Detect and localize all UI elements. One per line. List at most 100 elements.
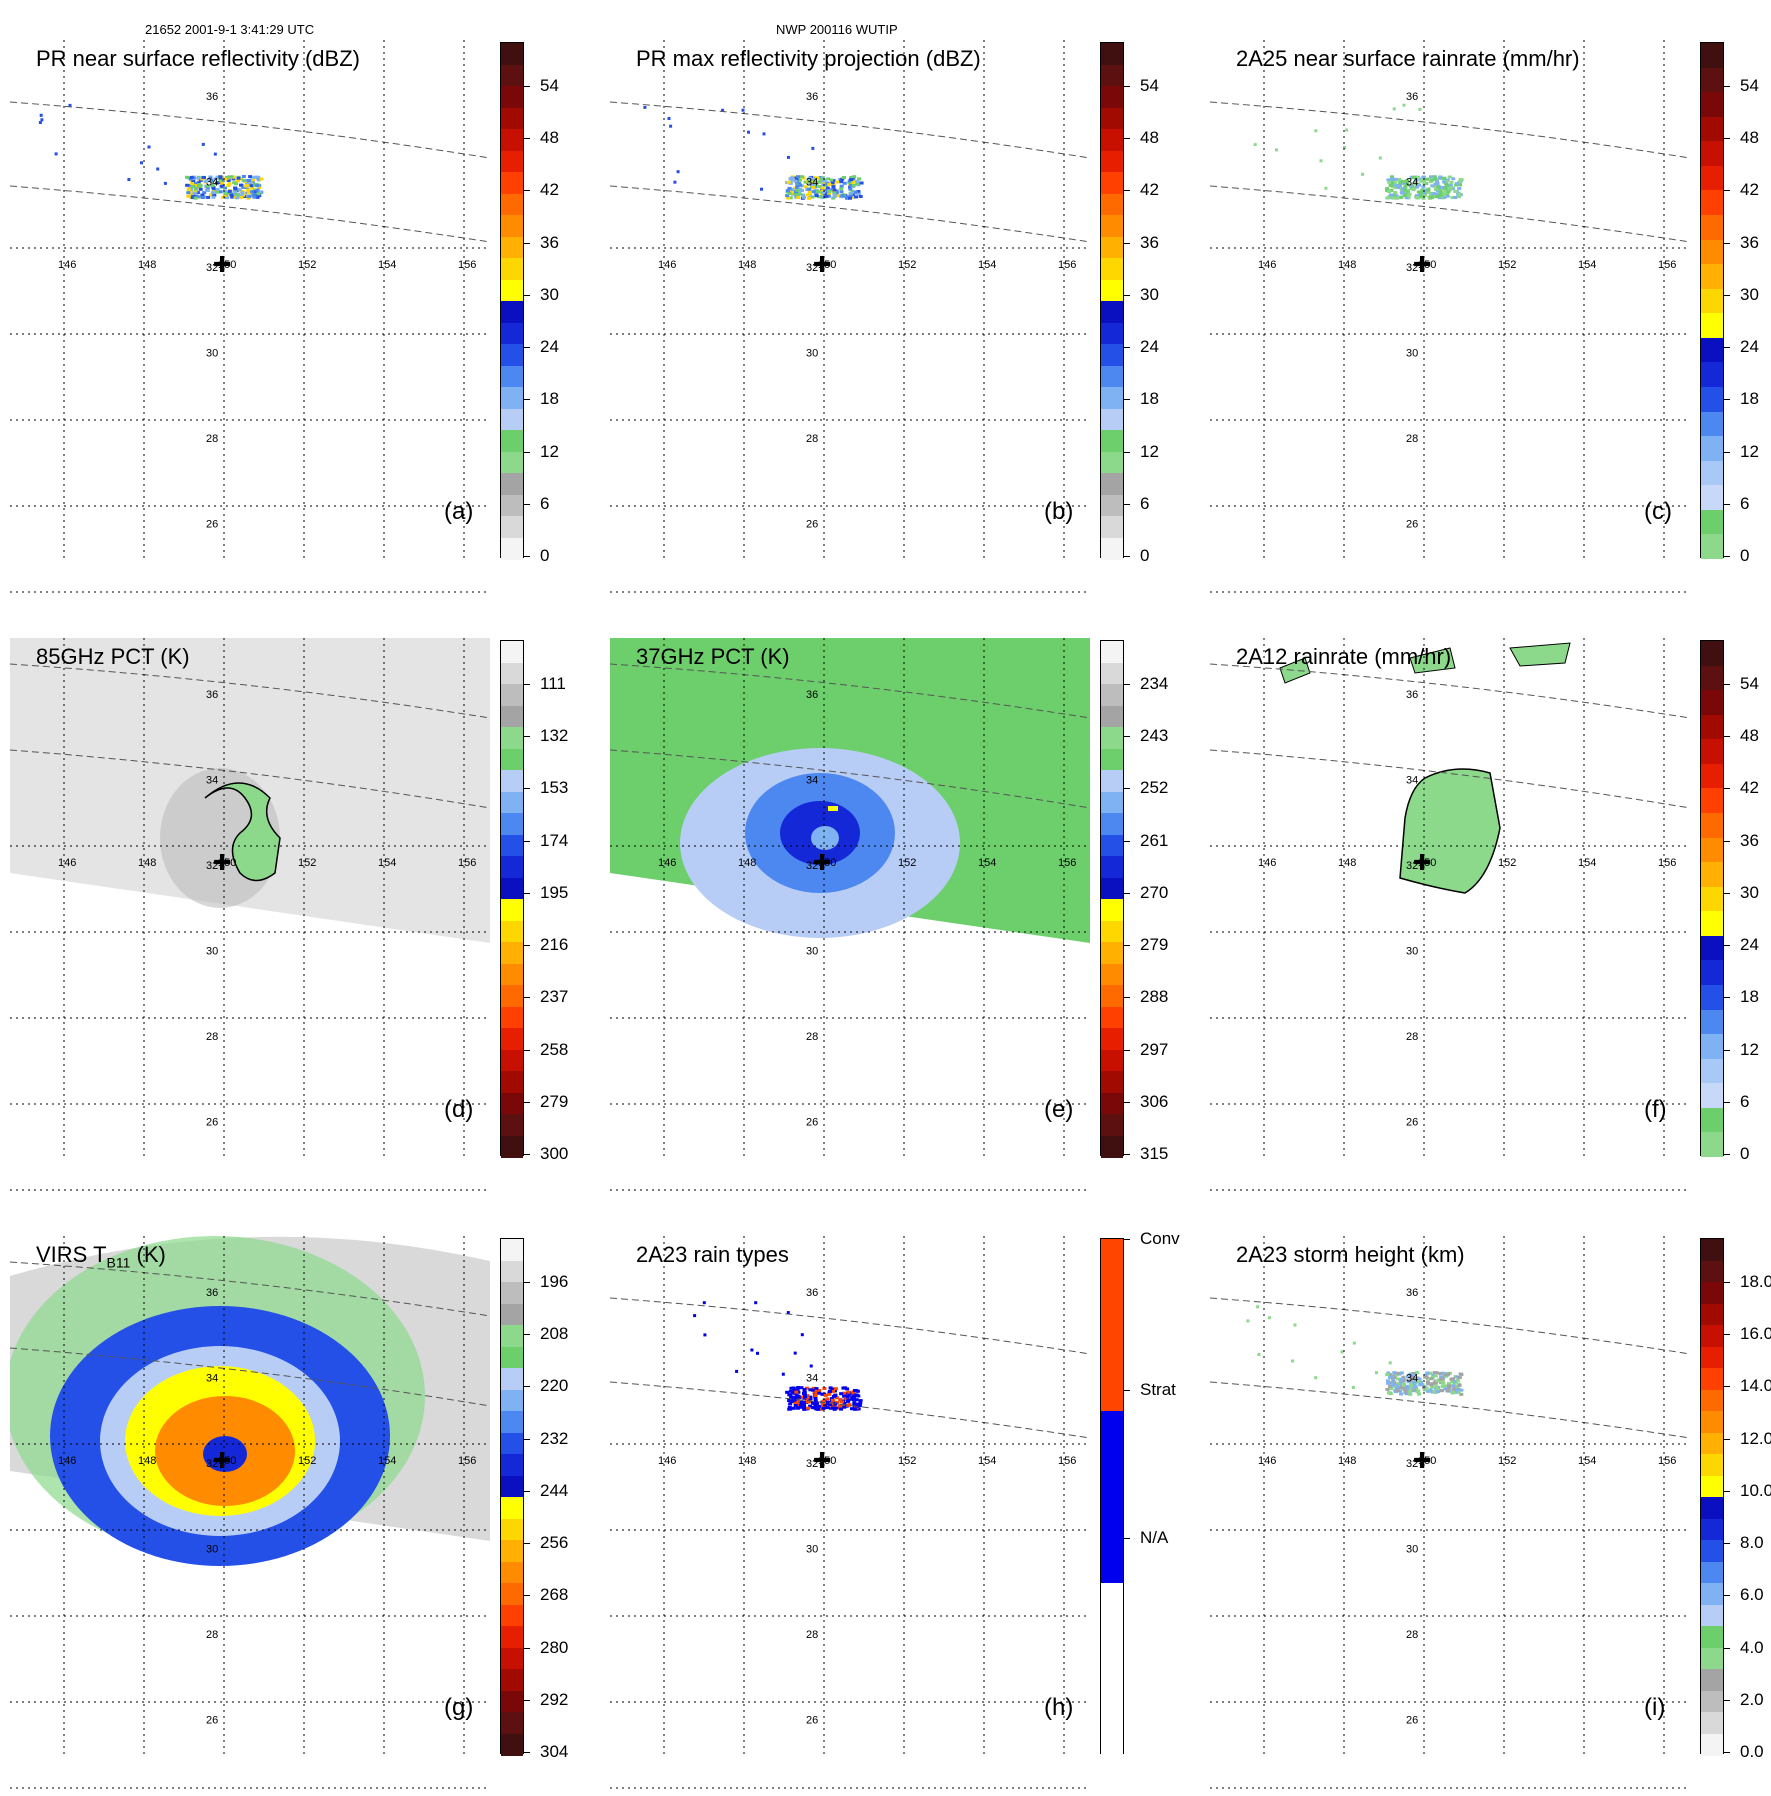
colorbar-segment [1101, 365, 1123, 388]
lon-label: 150 [818, 1455, 836, 1467]
swath-image [10, 1236, 490, 1566]
panel-b: 146 148 150 152 154 156 36 34 32 30 28 26 ✚ PR max re… [610, 40, 1170, 600]
colorbar-tick-label: 18 [1740, 389, 1759, 409]
panel-title: PR near surface reflectivity (dBZ) [36, 46, 360, 71]
colorbar-tick-label: 300 [540, 1144, 569, 1163]
colorbar-segment [501, 1583, 523, 1605]
panel-e: 146 148 150 152 154 156 36 34 32 30 28 26 ✚ 37GHz PCT… [610, 638, 1170, 1198]
lat-label: 34 [806, 1373, 818, 1385]
colorbar-segment [1701, 1690, 1723, 1713]
colorbar-tick [523, 1490, 530, 1492]
colorbar-segment [501, 1518, 523, 1541]
colorbar-segment [501, 301, 523, 323]
colorbar-tick-label: 42 [1740, 180, 1759, 200]
colorbar-segment [1101, 86, 1123, 108]
lon-label: 150 [1418, 1455, 1436, 1467]
panel-title: 37GHz PCT (K) [636, 644, 790, 669]
lat-label: 26 [806, 1117, 818, 1129]
colorbar-tick-label: 258 [540, 1039, 569, 1059]
colorbar-segment [1101, 662, 1123, 685]
colorbar-segment [501, 1006, 523, 1029]
colorbar-segment [1101, 985, 1123, 1007]
lat-label: 36 [206, 689, 218, 701]
colorbar-segment [501, 662, 523, 685]
lon-label: 156 [458, 1455, 476, 1467]
colorbar-segment [1101, 150, 1123, 173]
colorbar-segment [1701, 1034, 1723, 1060]
colorbar-tick [523, 840, 530, 842]
colorbar-tick [1123, 190, 1130, 192]
orbit-timestamp: 21652 2001-9-1 3:41:29 UTC [145, 22, 315, 37]
colorbar-tick-label: Strat [1140, 1380, 1176, 1399]
colorbar-segment [501, 43, 523, 65]
colorbar-tick-label: 195 [540, 882, 569, 902]
lon-label: 146 [658, 259, 676, 271]
colorbar-segment [501, 1028, 523, 1050]
colorbar-tick [1123, 1049, 1130, 1051]
lon-label: 154 [378, 857, 396, 869]
colorbar-tick-label: 6 [1740, 493, 1750, 513]
colorbar-segment [1701, 739, 1723, 765]
colorbar-tick-label: 174 [540, 830, 569, 850]
colorbar-segment [501, 1561, 523, 1584]
panel-letter: (e) [1044, 1096, 1074, 1123]
lat-label: 34 [806, 775, 818, 787]
colorbar [500, 1238, 524, 1756]
colorbar [1100, 1238, 1124, 1756]
colorbar-segment [501, 1733, 523, 1756]
lon-label: 152 [1498, 1455, 1516, 1467]
colorbar-segment [1701, 665, 1723, 691]
lon-label: 150 [818, 857, 836, 869]
colorbar-tick [1723, 1386, 1730, 1388]
colorbar-tick [523, 138, 530, 140]
lon-label: 148 [738, 1455, 756, 1467]
colorbar-segment [501, 1282, 523, 1304]
colorbar-segment [501, 64, 523, 87]
lon-label: 156 [458, 259, 476, 271]
colorbar-segment [1701, 1368, 1723, 1390]
colorbar-segment [1701, 1058, 1723, 1084]
colorbar-tick [523, 503, 530, 505]
colorbar-tick-label: 208 [540, 1324, 569, 1344]
colorbar-segment [1101, 451, 1123, 474]
colorbar-segment [501, 1049, 523, 1072]
lat-lon-grid [610, 1236, 1090, 1789]
colorbar-tick [1723, 1595, 1730, 1597]
colorbar-tick [1723, 1049, 1730, 1051]
colorbar-tick-label: 6 [540, 493, 550, 513]
colorbar-segment [1101, 430, 1123, 452]
colorbar-tick-label: 0.0 [1740, 1742, 1764, 1761]
colorbar-tick-label: 48 [1740, 128, 1759, 148]
lat-label: 30 [806, 1544, 818, 1556]
colorbar-segment [1701, 165, 1723, 191]
lon-label: 146 [1258, 857, 1276, 869]
storm-name: NWP 200116 WUTIP [776, 22, 898, 37]
colorbar-tick [1123, 1239, 1130, 1240]
lat-lon-grid [1210, 40, 1690, 593]
colorbar-tick-label: 8.0 [1740, 1533, 1764, 1553]
colorbar-tick [523, 347, 530, 349]
lat-label: 26 [806, 1715, 818, 1727]
colorbar-segment [1701, 362, 1723, 388]
lat-label: 36 [806, 689, 818, 701]
storm-center-marker: ✚ [1413, 253, 1431, 278]
colorbar-tick-label: 36 [1740, 830, 1759, 850]
colorbar-tick [523, 788, 530, 790]
colorbar-segment [1701, 763, 1723, 789]
lat-label: 28 [806, 1031, 818, 1043]
colorbar-tick [1123, 451, 1130, 453]
colorbar-tick [523, 1647, 530, 1649]
storm-center-marker: ✚ [213, 1449, 231, 1474]
lon-label: 150 [818, 259, 836, 271]
swath-image [1279, 642, 1571, 894]
colorbar-segment [1701, 264, 1723, 290]
colorbar-tick-label: 36 [1740, 232, 1759, 252]
colorbar-segment [501, 856, 523, 878]
colorbar-tick-label: 30 [1740, 284, 1759, 304]
panel-title: 2A12 rainrate (mm/hr) [1236, 644, 1452, 669]
colorbar-segment [1101, 770, 1123, 792]
lat-label: 36 [806, 91, 818, 103]
lon-label: 148 [1338, 259, 1356, 271]
lat-lon-grid [10, 638, 490, 1191]
colorbar-tick-label: 6 [1740, 1091, 1750, 1111]
